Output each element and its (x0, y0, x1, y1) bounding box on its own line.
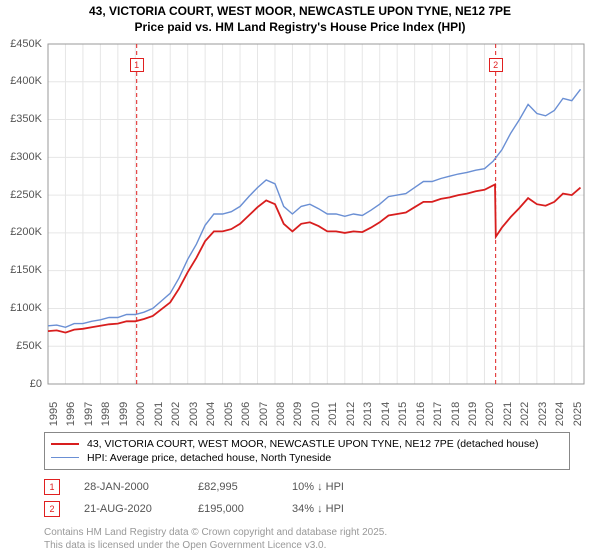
x-tick-label: 2012 (345, 401, 357, 425)
x-tick-label: 2024 (554, 401, 566, 425)
footer: Contains HM Land Registry data © Crown c… (44, 526, 570, 552)
legend-label: HPI: Average price, detached house, Nort… (87, 452, 331, 464)
legend-label: 43, VICTORIA COURT, WEST MOOR, NEWCASTLE… (87, 438, 538, 450)
x-tick-label: 1998 (100, 401, 112, 425)
chart-title-line1: 43, VICTORIA COURT, WEST MOOR, NEWCASTLE… (0, 0, 600, 20)
x-tick-label: 2004 (205, 401, 217, 425)
x-tick-label: 2006 (240, 401, 252, 425)
x-tick-label: 2016 (415, 401, 427, 425)
y-tick-label: £400K (0, 75, 42, 87)
legend-swatch (51, 443, 79, 445)
marker-pct: 10% ↓ HPI (292, 481, 382, 493)
x-tick-label: 1997 (83, 401, 95, 425)
chart-title-line2: Price paid vs. HM Land Registry's House … (0, 20, 600, 38)
x-tick-label: 1999 (118, 401, 130, 425)
legend: 43, VICTORIA COURT, WEST MOOR, NEWCASTLE… (44, 432, 570, 470)
chart-container: 43, VICTORIA COURT, WEST MOOR, NEWCASTLE… (0, 0, 600, 560)
x-tick-label: 1995 (48, 401, 60, 425)
x-tick-label: 2017 (432, 401, 444, 425)
x-tick-label: 2009 (292, 401, 304, 425)
x-tick-label: 2000 (135, 401, 147, 425)
x-tick-label: 2003 (188, 401, 200, 425)
event-marker-box: 1 (130, 58, 144, 72)
x-tick-label: 2025 (572, 401, 584, 425)
footer-line1: Contains HM Land Registry data © Crown c… (44, 526, 570, 539)
x-tick-label: 2019 (467, 401, 479, 425)
marker-price: £82,995 (198, 481, 268, 493)
y-tick-label: £450K (0, 38, 42, 50)
y-tick-label: £150K (0, 264, 42, 276)
y-tick-label: £200K (0, 226, 42, 238)
x-tick-label: 2011 (327, 402, 339, 426)
marker-number-box: 1 (44, 479, 60, 495)
x-tick-label: 2010 (310, 401, 322, 425)
x-tick-label: 2014 (380, 401, 392, 425)
event-marker-box: 2 (489, 58, 503, 72)
legend-swatch (51, 457, 79, 459)
x-tick-label: 2020 (484, 401, 496, 425)
x-tick-label: 2007 (258, 401, 270, 425)
x-tick-label: 2023 (537, 401, 549, 425)
x-tick-label: 1996 (65, 401, 77, 425)
x-axis-labels: 1995 1996 1997 1998 1999 2000 2001 2002 2003 2004… (0, 384, 600, 428)
x-tick-label: 2022 (519, 401, 531, 425)
marker-date: 21-AUG-2020 (84, 503, 174, 515)
legend-item: 43, VICTORIA COURT, WEST MOOR, NEWCASTLE… (51, 437, 563, 451)
markers-table: 1 28-JAN-2000 £82,995 10% ↓ HPI 2 21-AUG… (44, 476, 570, 520)
chart-svg (0, 38, 600, 428)
x-tick-label: 2005 (223, 401, 235, 425)
chart-plot-area: £0£50K£100K£150K£200K£250K£300K£350K£400… (0, 38, 600, 428)
marker-number-box: 2 (44, 501, 60, 517)
marker-price: £195,000 (198, 503, 268, 515)
marker-row: 1 28-JAN-2000 £82,995 10% ↓ HPI (44, 476, 570, 498)
x-tick-label: 2001 (153, 401, 165, 425)
y-tick-label: £100K (0, 302, 42, 314)
x-tick-label: 2018 (450, 401, 462, 425)
y-tick-label: £350K (0, 113, 42, 125)
x-tick-label: 2008 (275, 401, 287, 425)
x-tick-label: 2021 (502, 401, 514, 425)
x-tick-label: 2015 (397, 401, 409, 425)
legend-item: HPI: Average price, detached house, Nort… (51, 451, 563, 465)
x-tick-label: 2013 (362, 401, 374, 425)
x-tick-label: 2002 (170, 401, 182, 425)
marker-pct: 34% ↓ HPI (292, 503, 382, 515)
footer-line2: This data is licensed under the Open Gov… (44, 539, 570, 552)
marker-row: 2 21-AUG-2020 £195,000 34% ↓ HPI (44, 498, 570, 520)
y-tick-label: £300K (0, 151, 42, 163)
y-tick-label: £50K (0, 340, 42, 352)
marker-date: 28-JAN-2000 (84, 481, 174, 493)
y-tick-label: £250K (0, 189, 42, 201)
